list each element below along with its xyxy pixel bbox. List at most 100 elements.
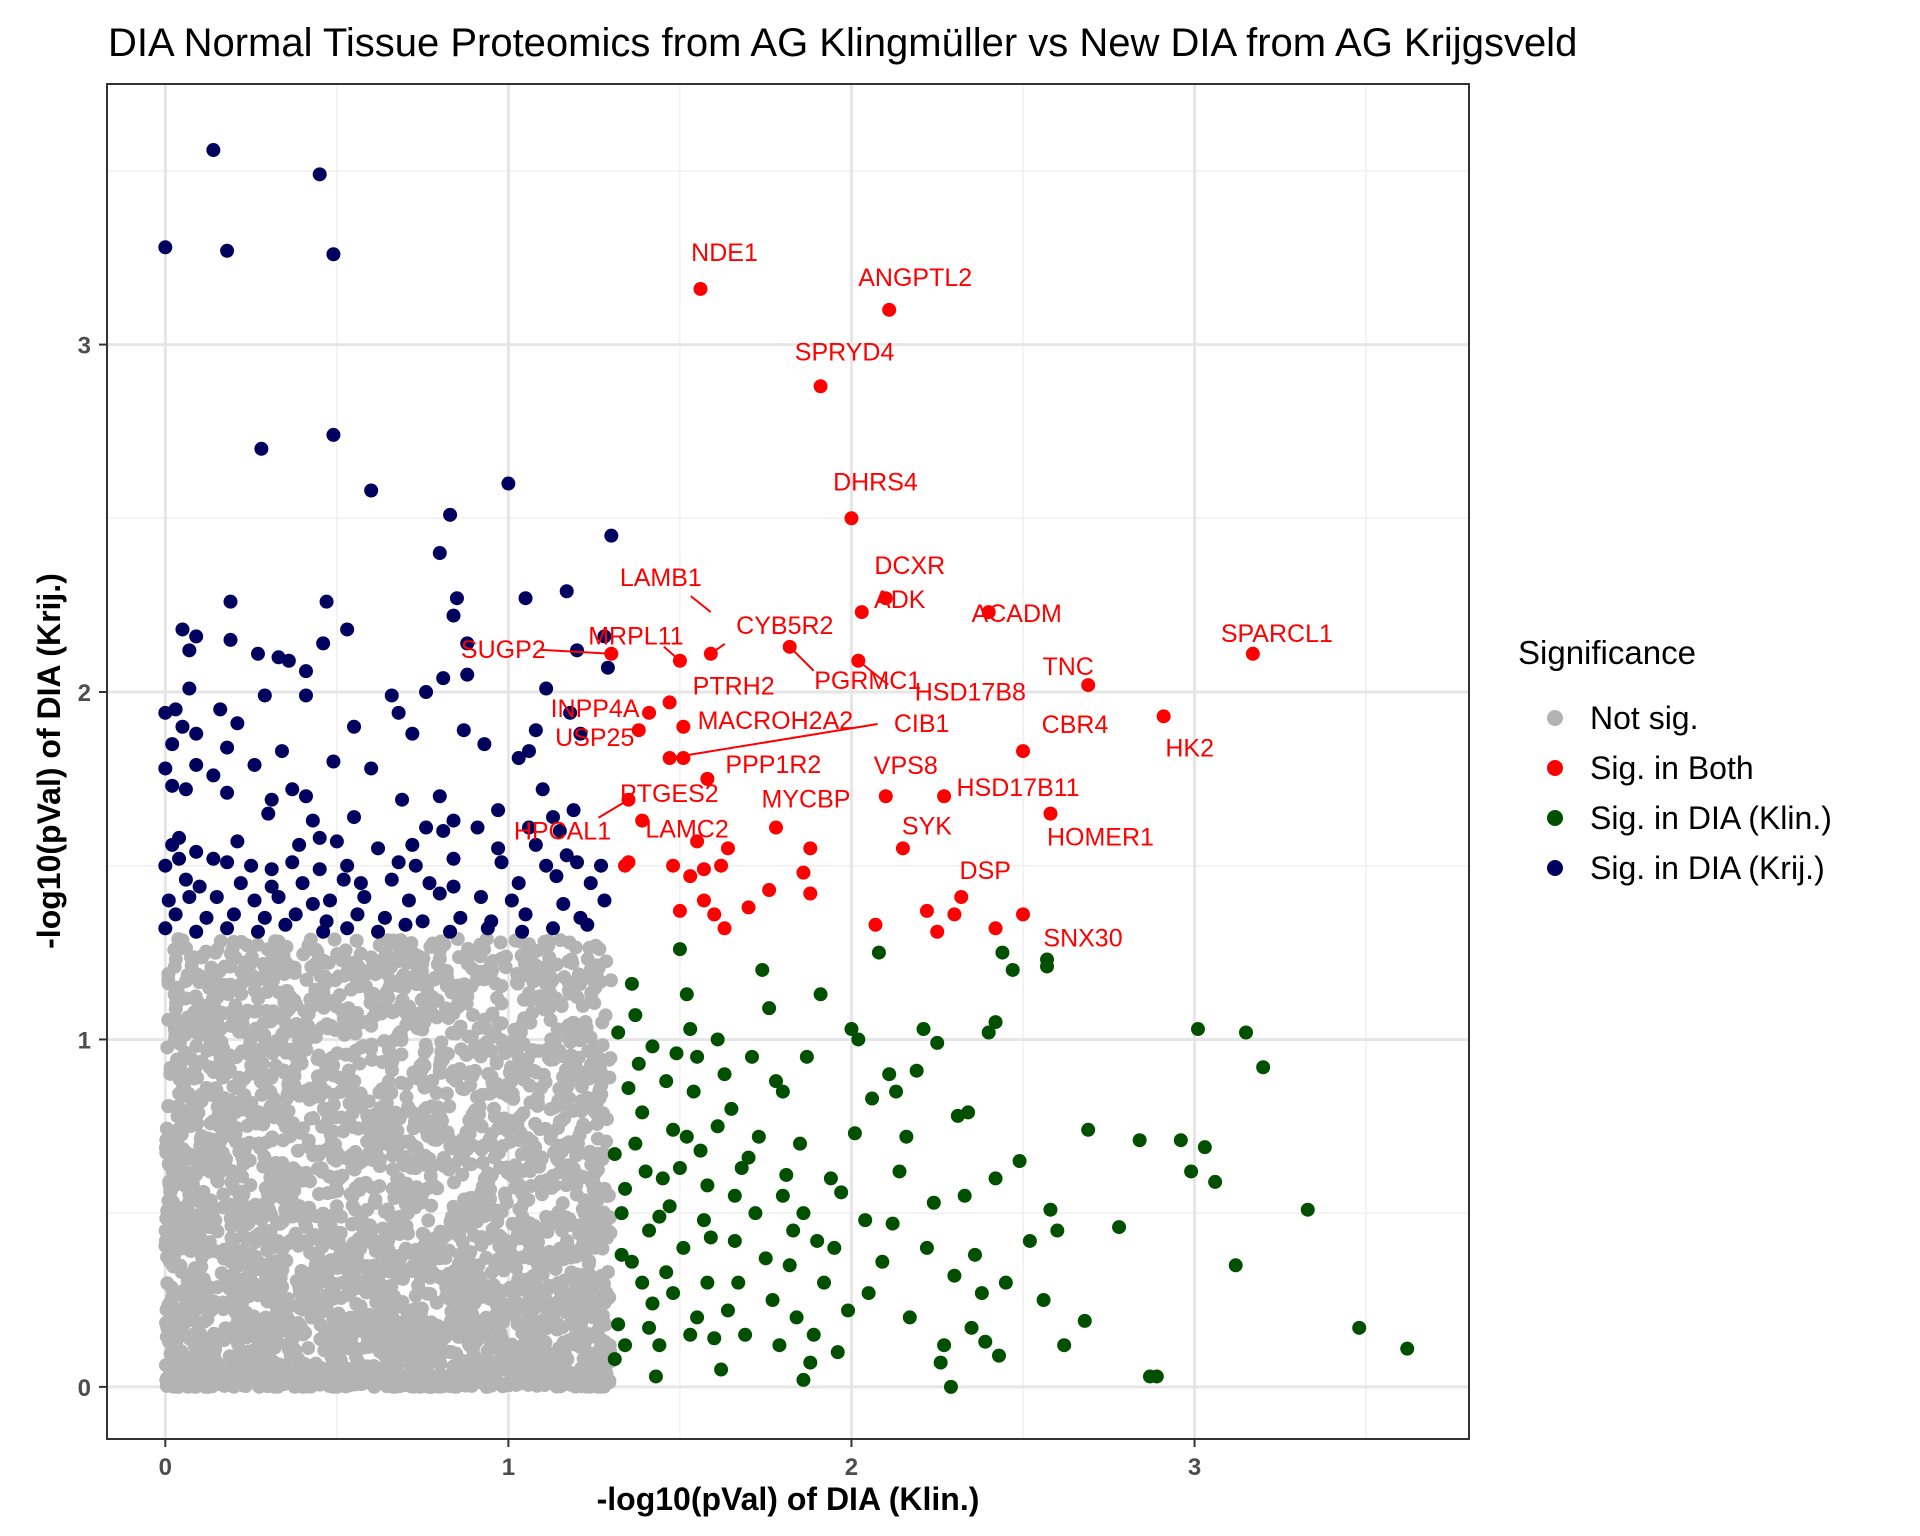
point-sig-in-dia-klin- [614, 1247, 629, 1262]
point-not-sig [552, 1296, 567, 1311]
point-not-sig [405, 1199, 420, 1214]
point-sig-in-dia-krij- [329, 834, 344, 849]
point-not-sig [438, 1246, 453, 1261]
point-sig-in-dia-klin- [762, 1001, 777, 1016]
point-sig-in-dia-klin- [865, 1091, 880, 1106]
point-not-sig [422, 1151, 437, 1166]
point-not-sig [603, 973, 618, 988]
y-tick-label: 3 [78, 333, 91, 360]
point-sig-in-dia-krij- [432, 886, 447, 901]
point-sig-in-dia-krij- [182, 681, 197, 696]
point-sig-in-dia-klin- [995, 945, 1010, 960]
point-not-sig [369, 1122, 384, 1137]
point-sig-in-dia-krij- [285, 855, 300, 870]
point-not-sig [172, 1145, 187, 1160]
point-not-sig [179, 974, 194, 989]
point-sig-in-dia-krij- [395, 792, 410, 807]
point-not-sig [305, 962, 320, 977]
gene-label-angptl2: ANGPTL2 [858, 264, 972, 292]
point-not-sig [567, 1287, 582, 1302]
point-not-sig [484, 1265, 499, 1280]
point-not-sig [587, 996, 602, 1011]
point-not-sig [599, 1212, 614, 1227]
point-sig-in-dia-krij- [220, 855, 235, 870]
point-not-sig [480, 1344, 495, 1359]
gene-label-tnc: TNC [1042, 653, 1093, 681]
point-sig-in-dia-klin- [796, 1206, 811, 1221]
point-not-sig [260, 1371, 275, 1386]
point-sig-in-dia-krij- [230, 716, 245, 731]
point-not-sig [595, 1241, 610, 1256]
point-not-sig [561, 1018, 576, 1033]
point-sig-in-dia-krij- [230, 834, 245, 849]
point-sig-in-dia-krij- [347, 719, 362, 734]
point-not-sig [474, 1230, 489, 1245]
point-not-sig [540, 958, 555, 973]
point-not-sig [455, 1167, 470, 1182]
point-sig-in-both [696, 862, 711, 877]
point-sig-in-dia-krij- [528, 723, 543, 738]
point-sig-in-both [642, 705, 657, 720]
point-not-sig [590, 1146, 605, 1161]
point-not-sig [529, 958, 544, 973]
point-not-sig [205, 1132, 220, 1147]
gene-label-ppp1r2: PPP1R2 [725, 751, 821, 779]
point-sig-in-dia-krij- [528, 837, 543, 852]
point-sig-in-both [690, 834, 705, 849]
point-sig-in-dia-klin- [648, 1369, 663, 1384]
point-not-sig [292, 1034, 307, 1049]
point-not-sig [207, 1146, 222, 1161]
point-not-sig [348, 1026, 363, 1041]
point-sig-in-dia-klin- [1005, 962, 1020, 977]
gene-label-dsp: DSP [960, 857, 1011, 885]
point-sig-in-dia-krij- [415, 914, 430, 929]
point-not-sig [380, 1202, 395, 1217]
point-not-sig [575, 998, 590, 1013]
point-sig-in-dia-klin- [1142, 1369, 1157, 1384]
point-sig-in-dia-krij- [271, 890, 286, 904]
point-sig-in-dia-klin- [707, 1331, 722, 1346]
point-sig-in-both [693, 281, 708, 296]
point-not-sig [552, 1081, 567, 1096]
point-sig-in-both [844, 511, 859, 526]
point-not-sig [526, 974, 541, 989]
point-sig-in-dia-klin- [618, 1181, 633, 1196]
point-not-sig [353, 1086, 368, 1101]
point-not-sig [425, 936, 440, 951]
point-not-sig [427, 1179, 442, 1194]
point-not-sig [421, 1213, 436, 1228]
point-not-sig [174, 1127, 189, 1142]
point-not-sig [399, 1017, 414, 1032]
point-sig-in-dia-krij- [556, 896, 571, 911]
point-not-sig [447, 1263, 462, 1278]
point-sig-in-dia-klin- [988, 1015, 1003, 1030]
point-sig-in-dia-klin- [803, 1355, 818, 1370]
point-not-sig [290, 1375, 305, 1390]
point-not-sig [493, 1326, 508, 1341]
point-not-sig [568, 1051, 583, 1066]
point-sig-in-dia-krij- [220, 785, 235, 800]
gene-label-cyb5r2: CYB5R2 [736, 612, 833, 640]
point-sig-in-dia-klin- [628, 1008, 643, 1023]
point-sig-in-dia-krij- [604, 528, 619, 543]
point-not-sig [367, 1378, 382, 1393]
point-not-sig [194, 1087, 209, 1102]
point-sig-in-both [813, 379, 828, 394]
point-not-sig [208, 1339, 223, 1354]
point-not-sig [223, 977, 238, 992]
point-sig-in-dia-krij- [384, 688, 399, 703]
legend: Significance Not sig. Sig. in Both Sig. in… [1518, 634, 1832, 886]
point-not-sig [511, 1296, 526, 1311]
leader-line [597, 798, 629, 819]
point-sig-in-dia-krij- [244, 858, 259, 873]
point-not-sig [297, 1170, 312, 1185]
point-sig-in-dia-klin- [710, 1119, 725, 1134]
point-not-sig [374, 954, 389, 969]
point-not-sig [168, 1001, 183, 1016]
point-not-sig [576, 1170, 591, 1185]
x-axis-ticks: 0 1 2 3 [159, 1439, 1201, 1481]
point-not-sig [357, 1340, 372, 1355]
point-sig-in-dia-krij- [295, 876, 310, 891]
point-not-sig [429, 1010, 444, 1025]
